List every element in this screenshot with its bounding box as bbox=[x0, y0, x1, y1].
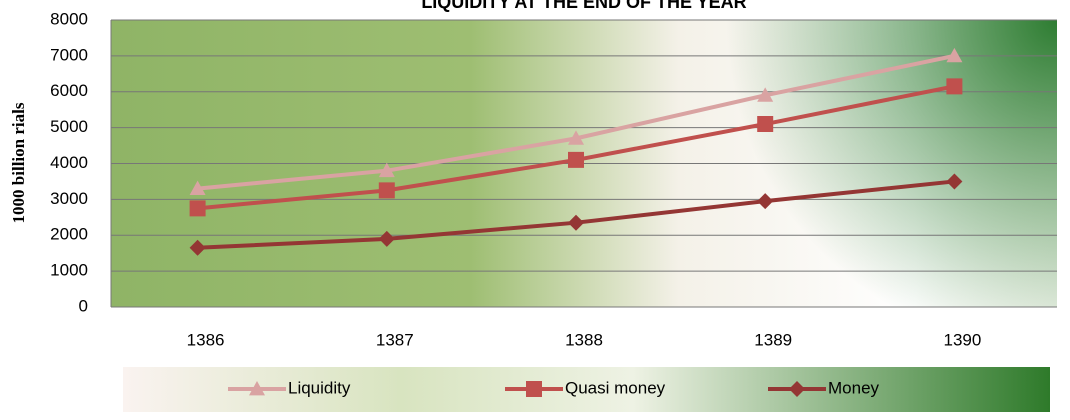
marker bbox=[568, 151, 584, 168]
x-tick-label: 1389 bbox=[754, 330, 792, 349]
marker bbox=[189, 180, 206, 196]
marker bbox=[568, 130, 584, 145]
marker bbox=[946, 78, 963, 95]
y-tick-label: 7000 bbox=[50, 45, 88, 64]
marker bbox=[378, 162, 395, 178]
y-tick-label: 2000 bbox=[50, 225, 88, 244]
marker bbox=[378, 182, 395, 199]
x-tick-label: 1388 bbox=[565, 330, 603, 349]
y-tick-label: 4000 bbox=[50, 153, 88, 172]
marker bbox=[189, 200, 206, 217]
marker bbox=[757, 87, 774, 102]
chart-title: LIQUIDITY AT THE END OF THE YEAR bbox=[421, 0, 746, 12]
y-tick-label: 0 bbox=[79, 296, 88, 315]
y-tick-label: 1000 bbox=[50, 261, 88, 280]
marker bbox=[757, 116, 774, 133]
marker bbox=[946, 173, 963, 190]
marker bbox=[189, 239, 206, 256]
legend-marker bbox=[789, 381, 805, 397]
legend-label: Liquidity bbox=[288, 378, 351, 397]
x-tick-label: 1387 bbox=[376, 330, 414, 349]
x-tick-label: 1390 bbox=[943, 330, 981, 349]
y-tick-label: 8000 bbox=[50, 9, 88, 28]
x-tick-label: 1386 bbox=[187, 330, 225, 349]
legend-label: Quasi money bbox=[565, 378, 666, 397]
y-tick-label: 3000 bbox=[50, 189, 88, 208]
marker bbox=[946, 47, 963, 63]
marker bbox=[568, 214, 584, 231]
legend-label: Money bbox=[828, 378, 880, 397]
y-tick-label: 6000 bbox=[50, 81, 88, 100]
legend-marker bbox=[526, 381, 542, 397]
legend-marker bbox=[249, 381, 265, 396]
y-tick-label: 5000 bbox=[50, 117, 88, 136]
y-axis-label: 1000 billion rials bbox=[9, 102, 28, 223]
marker bbox=[378, 230, 395, 247]
marker bbox=[757, 193, 774, 210]
